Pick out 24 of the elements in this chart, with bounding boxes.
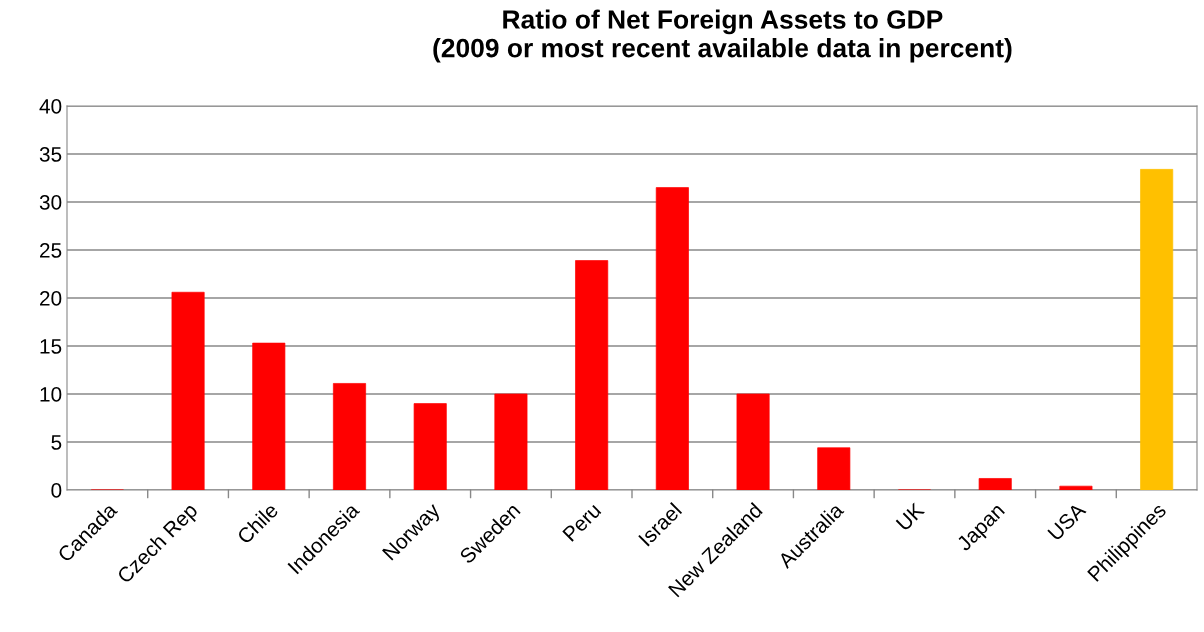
y-tick-label: 15 — [40, 339, 62, 354]
y-tick-label: 35 — [39, 147, 62, 162]
bar — [655, 187, 689, 490]
y-tick-label: 20 — [40, 291, 62, 306]
chart-title: Ratio of Net Foreign Assets to GDP (2009 or most recent available data in percent) — [433, 9, 1012, 63]
y-tick-label: 30 — [39, 195, 62, 210]
y-tick-label: 0 — [51, 483, 62, 498]
bar — [494, 393, 528, 490]
y-tick-label: 10 — [40, 387, 62, 402]
bar — [736, 393, 770, 490]
bar — [978, 478, 1012, 490]
bar — [1059, 485, 1093, 490]
bar — [413, 403, 447, 490]
bar — [1140, 169, 1174, 490]
bar — [333, 383, 366, 490]
x-tick-label: USA — [1047, 501, 1087, 542]
bar — [575, 260, 609, 490]
bar — [171, 291, 205, 490]
x-tick-label: UK — [895, 501, 926, 532]
y-tick-label: 5 — [51, 435, 62, 450]
y-tick-label: 40 — [39, 99, 62, 114]
bar — [252, 342, 286, 490]
bar — [817, 447, 851, 490]
y-tick-label: 25 — [40, 243, 62, 258]
